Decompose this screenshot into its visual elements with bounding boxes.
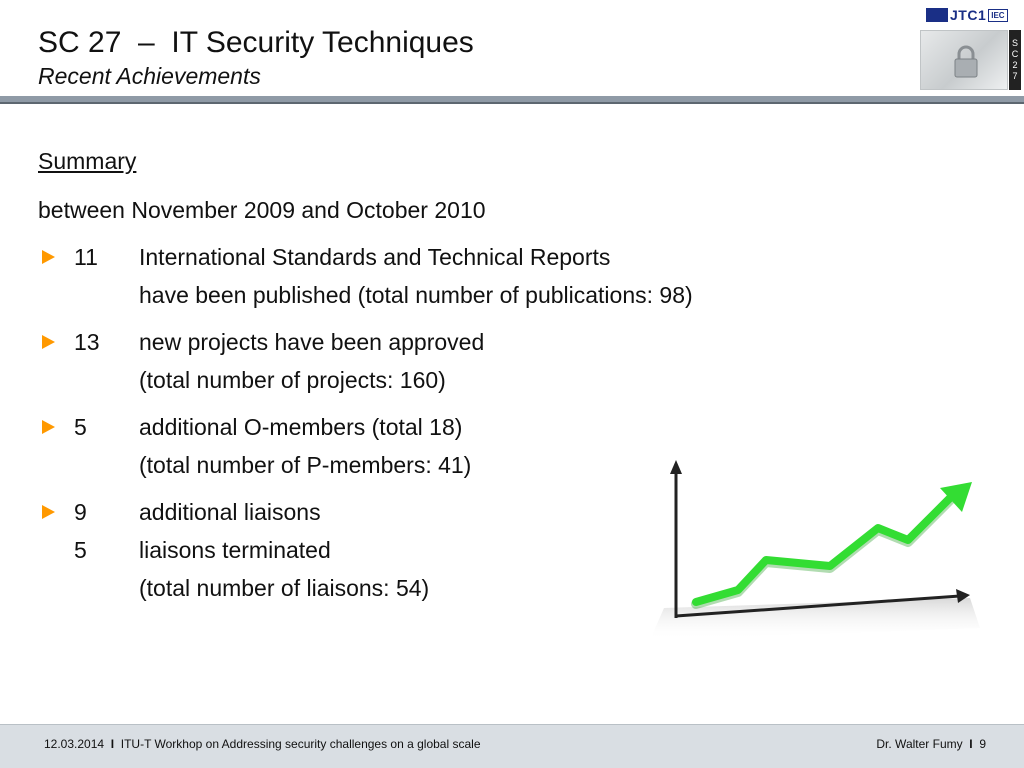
footer-date: 12.03.2014 <box>44 737 105 751</box>
chart-x-axis <box>675 594 961 618</box>
chart-floor-shadow <box>650 598 980 640</box>
chart-trend-arrowhead <box>940 482 972 512</box>
footer-event: ITU-T Workhop on Addressing security cha… <box>120 737 481 751</box>
bullet-number: 13 <box>74 329 100 355</box>
bullet-number: 5 <box>74 414 87 440</box>
bullet-item: 11 International Standards and Technical… <box>38 238 838 314</box>
bullet-arrow-icon <box>42 420 55 434</box>
bullet-text: (total number of liaisons: 54) <box>139 575 430 601</box>
sc27-letter: 2 <box>1012 60 1018 70</box>
slide-header: SC 27 – IT Security Techniques Recent Ac… <box>0 0 1024 104</box>
slide-title: SC 27 – IT Security Techniques <box>38 26 474 59</box>
bullet-arrow-icon <box>42 335 55 349</box>
chart-trend-line <box>692 492 956 606</box>
chart-y-axis-arrowhead <box>670 460 682 474</box>
sc27-letter: 7 <box>1012 71 1018 81</box>
footer-separator: I <box>969 737 973 751</box>
bullet-item: 13 new projects have been approved (tota… <box>38 323 838 399</box>
jtc1-logo: JTC1 IEC <box>926 6 1014 24</box>
bullet-arrow-icon <box>42 505 55 519</box>
summary-heading: Summary <box>38 148 137 174</box>
footer-separator: I <box>110 737 115 751</box>
padlock-photo <box>920 30 1008 90</box>
bullet-text: liaisons terminated <box>139 537 331 563</box>
bullet-text: (total number of projects: 160) <box>139 367 446 393</box>
bullet-text: have been published (total number of pub… <box>139 282 693 308</box>
slide-subtitle: Recent Achievements <box>38 63 261 89</box>
growth-chart-graphic <box>650 460 980 640</box>
summary-period: between November 2009 and October 2010 <box>38 197 486 223</box>
header-divider <box>0 96 1024 104</box>
bullet-number: 9 <box>74 499 87 525</box>
footer-author: Dr. Walter Fumy <box>876 737 963 751</box>
sc27-letter: C <box>1011 49 1019 59</box>
footer-page-number: 9 <box>979 737 986 751</box>
footer-left: 12.03.2014 I ITU-T Workhop on Addressing… <box>44 737 481 751</box>
bullet-text: additional O-members (total 18) <box>139 414 463 440</box>
bullet-text: new projects have been approved <box>139 329 485 355</box>
chart-x-axis-arrowhead <box>956 589 970 603</box>
bullet-text: (total number of P-members: 41) <box>139 452 472 478</box>
bullet-text: International Standards and Technical Re… <box>139 244 611 270</box>
bullet-arrow-icon <box>42 250 55 264</box>
bullet-number: 5 <box>74 537 87 563</box>
iec-logo-badge: IEC <box>988 8 1008 22</box>
sc27-letter: S <box>1011 38 1018 48</box>
bullet-number: 11 <box>74 244 98 270</box>
sc27-vertical-label: S C 2 7 <box>1009 30 1021 90</box>
jtc1-logo-text: JTC1 <box>950 7 987 23</box>
iso-logo-icon <box>926 8 948 22</box>
bullet-item: 5 additional O-members (total 18) (total… <box>38 408 838 484</box>
bullet-text: additional liaisons <box>139 499 321 525</box>
slide-footer: 12.03.2014 I ITU-T Workhop on Addressing… <box>0 724 1024 768</box>
footer-right: Dr. Walter Fumy I 9 <box>876 737 986 751</box>
bullet-item: 9 additional liaisons 5 liaisons termina… <box>38 493 838 607</box>
padlock-icon <box>954 45 978 78</box>
